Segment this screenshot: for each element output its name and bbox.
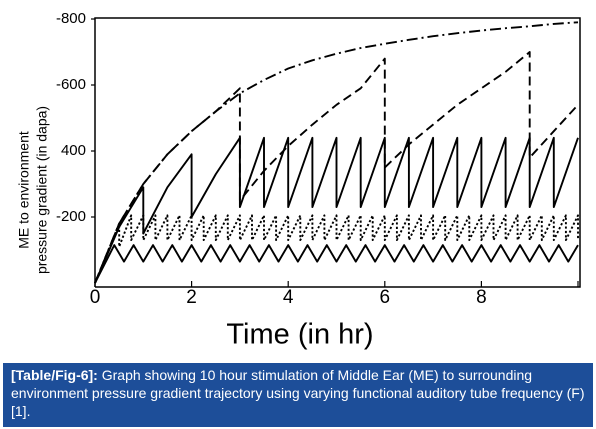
caption: [Table/Fig-6]: Graph showing 10 hour sti… [3, 363, 593, 427]
y-label: pressure gradient (in dapa) [34, 106, 50, 274]
caption-label: [Table/Fig-6]: [11, 367, 98, 383]
y-tick-label: -600 [56, 76, 86, 93]
y-tick-label: 400 [61, 142, 86, 159]
line-series [94, 51, 579, 284]
caption-text: Graph showing 10 hour stimulation of Mid… [11, 367, 585, 419]
x-tick-label: 6 [380, 287, 391, 308]
x-tick-label: 8 [476, 287, 487, 308]
chart: ME to environment pressure gradient (in … [16, 10, 581, 351]
x-tick-label: 4 [283, 287, 294, 308]
x-label: Time (in hr) [226, 319, 373, 351]
x-tick-label: 2 [186, 287, 197, 308]
plot-frame [94, 17, 581, 288]
y-tick-label: -800 [56, 10, 86, 27]
line-series [94, 244, 579, 284]
y-tick-label: -200 [56, 208, 86, 225]
x-tick-label: 0 [90, 287, 101, 308]
y-label: ME to environment [16, 131, 32, 249]
line-series [94, 21, 579, 284]
line-series [94, 214, 579, 284]
